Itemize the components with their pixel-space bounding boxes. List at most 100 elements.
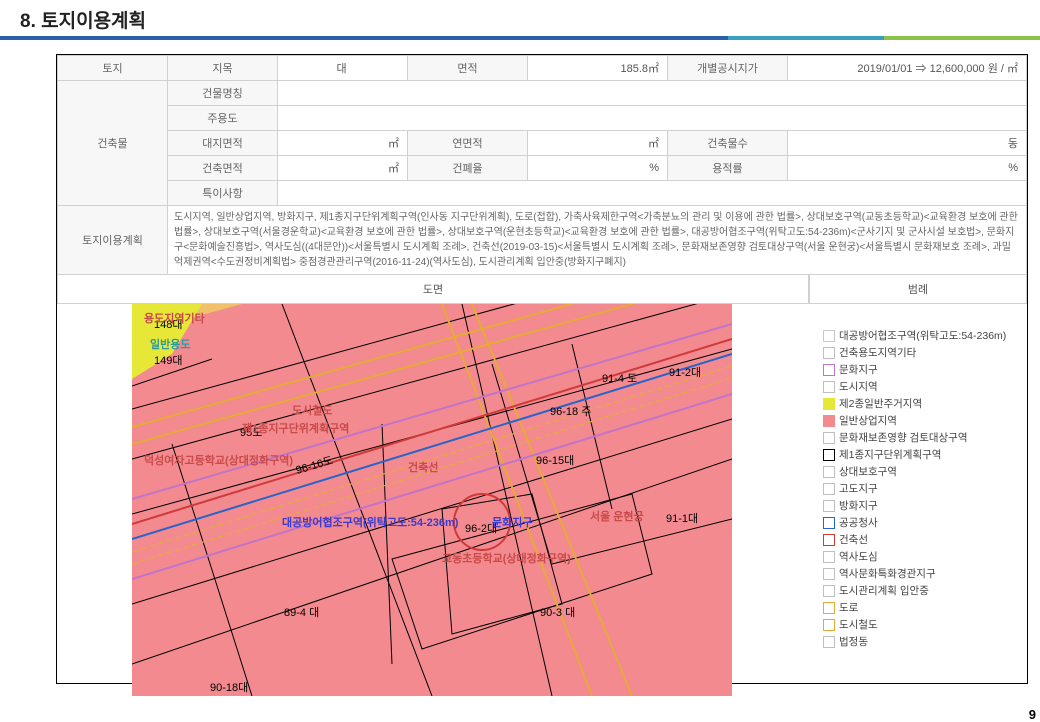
legend-swatch [823,364,835,376]
legend-item: 역사문화특화경관지구 [823,566,1017,581]
legend-label: 제2종일반주거지역 [839,396,922,411]
legend-swatch [823,585,835,597]
svg-text:용도지역기타: 용도지역기타 [144,311,206,325]
legend-swatch [823,534,835,546]
legend-label: 문화재보존영향 검토대상구역 [839,430,968,445]
build-area-value: ㎡ [278,156,408,181]
legend-item: 공공청사 [823,515,1017,530]
price-label: 개별공시지가 [668,56,788,81]
legend-label: 일반상업지역 [839,413,897,428]
legend-item: 문화지구 [823,362,1017,377]
coverage-label: 건폐율 [408,156,528,181]
floor-area-label: 연면적 [408,131,528,156]
svg-text:서울 운현궁: 서울 운현궁 [590,509,644,523]
drawing-header: 도면 [57,275,809,304]
legend-swatch [823,449,835,461]
legend-swatch [823,483,835,495]
legend-label: 건축용도지역기타 [839,345,916,360]
land-label: 토지 [58,56,168,81]
svg-text:일반용도: 일반용도 [150,337,190,351]
legend-swatch [823,415,835,427]
legend-item: 일반상업지역 [823,413,1017,428]
legend-swatch [823,466,835,478]
special-value [278,181,1027,206]
cadastral-map: 148대149대95도91-4 도91-2대96-18 주96-15대96-2대… [132,304,732,696]
legend-header: 범례 [809,275,1027,304]
legend-item: 방화지구 [823,498,1017,513]
svg-text:교동초등학교(상대정화구역): 교동초등학교(상대정화구역) [442,551,571,565]
legend-item: 도시지역 [823,379,1017,394]
page-title: 8. 토지이용계획 [20,6,1020,33]
bld-use-value [278,106,1027,131]
svg-text:90-18대: 90-18대 [210,681,248,694]
legend-item: 제1종지구단위계획구역 [823,447,1017,462]
coverage-value: % [528,156,668,181]
map-area: 148대149대95도91-4 도91-2대96-18 주96-15대96-2대… [57,304,807,705]
lot-area-label: 대지면적 [168,131,278,156]
legend-label: 문화지구 [839,362,878,377]
svg-text:149대: 149대 [154,354,182,367]
legend-item: 도시철도 [823,617,1017,632]
legend-swatch [823,347,835,359]
legend-item: 건축용도지역기타 [823,345,1017,360]
legend-label: 상대보호구역 [839,464,897,479]
legend-item: 법정동 [823,634,1017,649]
plan-label: 토지이용계획 [58,206,168,275]
legend-swatch [823,398,835,410]
area-value: 185.8㎡ [528,56,668,81]
legend-item: 문화재보존영향 검토대상구역 [823,430,1017,445]
area-label: 면적 [408,56,528,81]
legend-label: 건축선 [839,532,868,547]
legend-item: 건축선 [823,532,1017,547]
title-underline [0,36,1040,40]
legend-swatch [823,619,835,631]
plan-text: 도시지역, 일반상업지역, 방화지구, 제1종지구단위계획구역(인사동 지구단위… [168,206,1027,275]
legend-label: 도로 [839,600,858,615]
floors-value: 동 [788,131,1027,156]
price-value: 2019/01/01 ⇒ 12,600,000 원 / ㎡ [788,56,1027,81]
legend-item: 고도지구 [823,481,1017,496]
legend-item: 도로 [823,600,1017,615]
content-panel: 토지 지목 대 면적 185.8㎡ 개별공시지가 2019/01/01 ⇒ 12… [56,54,1028,684]
section-header-row: 도면 범례 [57,275,1027,304]
svg-text:문화지구: 문화지구 [492,515,532,529]
legend-item: 역사도심 [823,549,1017,564]
bld-name-value [278,81,1027,106]
svg-text:건축선: 건축선 [408,460,438,474]
legend-label: 역사도심 [839,549,878,564]
category-value: 대 [278,56,408,81]
legend-label: 대공방어협조구역(위탁고도:54-236m) [839,328,1006,343]
legend-swatch [823,381,835,393]
svg-text:89-4 대: 89-4 대 [284,606,319,619]
legend-swatch [823,551,835,563]
svg-text:90-3 대: 90-3 대 [540,606,575,619]
svg-text:도시철도: 도시철도 [292,403,332,417]
build-area-label: 건축면적 [168,156,278,181]
svg-text:91-2대: 91-2대 [669,366,701,379]
legend-swatch [823,517,835,529]
category-label: 지목 [168,56,278,81]
svg-text:91-4 도: 91-4 도 [602,373,637,385]
legend-label: 제1종지구단위계획구역 [839,447,941,462]
svg-text:96-15대: 96-15대 [536,454,574,467]
legend-label: 도시철도 [839,617,878,632]
bld-use-label: 주용도 [168,106,278,131]
legend-item: 제2종일반주거지역 [823,396,1017,411]
legend-swatch [823,636,835,648]
legend-label: 법정동 [839,634,868,649]
legend-item: 도시관리계획 입안중 [823,583,1017,598]
floor-area-value: ㎡ [528,131,668,156]
legend-label: 역사문화특화경관지구 [839,566,936,581]
legend-swatch [823,330,835,342]
legend-swatch [823,500,835,512]
land-table: 토지 지목 대 면적 185.8㎡ 개별공시지가 2019/01/01 ⇒ 12… [57,55,1027,275]
svg-text:제1종지구단위계획구역: 제1종지구단위계획구역 [242,421,349,435]
legend-item: 상대보호구역 [823,464,1017,479]
legend-swatch [823,432,835,444]
legend-swatch [823,602,835,614]
lot-area-value: ㎡ [278,131,408,156]
bld-name-label: 건물명칭 [168,81,278,106]
legend-label: 도시지역 [839,379,878,394]
legend-list: 대공방어협조구역(위탁고도:54-236m) 건축용도지역기타문화지구도시지역제2… [807,304,1027,705]
svg-text:96-18 주: 96-18 주 [550,406,591,418]
